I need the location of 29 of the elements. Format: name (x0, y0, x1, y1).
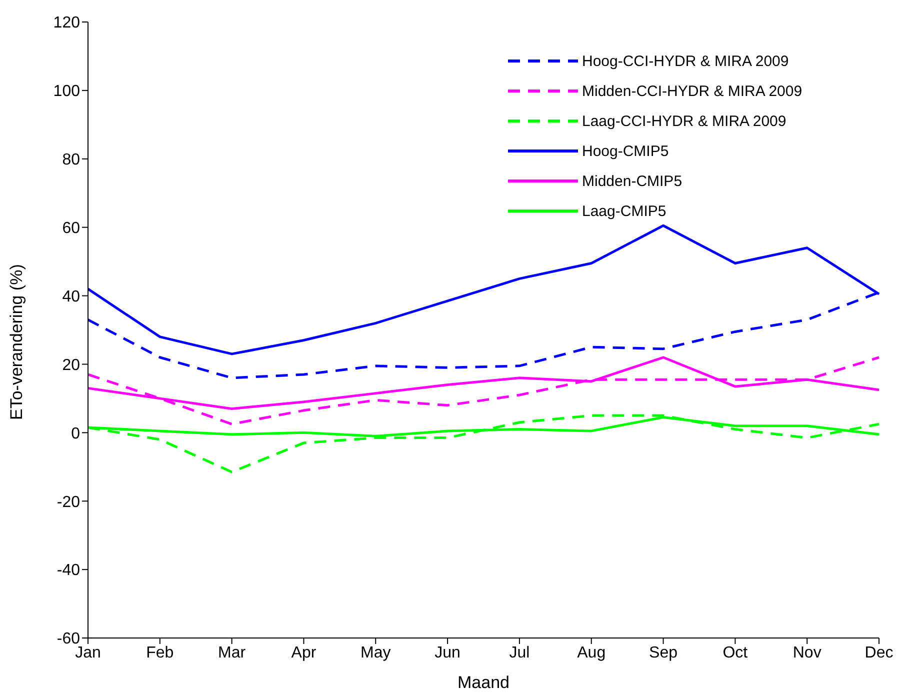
legend-label: Laag-CMIP5 (582, 202, 666, 220)
x-tick-label: Jun (434, 644, 460, 662)
x-tick-label: Sep (649, 644, 678, 662)
y-tick-label: 100 (53, 83, 80, 100)
x-tick-label: Oct (722, 644, 748, 662)
x-tick-label: Mar (218, 644, 246, 662)
x-tick-label: May (360, 644, 391, 662)
legend-label: Laag-CCI-HYDR & MIRA 2009 (582, 112, 786, 130)
y-tick-label: 20 (62, 356, 80, 374)
x-axis-title: Maand (458, 673, 510, 692)
x-tick-label: Aug (577, 644, 606, 662)
x-tick-label: Feb (146, 644, 174, 662)
x-tick-label: Dec (864, 644, 894, 662)
y-tick-label: 60 (62, 220, 80, 238)
legend-label: Hoog-CMIP5 (582, 142, 669, 160)
y-tick-label: 120 (53, 14, 80, 32)
y-axis-title: ETo-verandering (%) (7, 264, 26, 420)
legend-label: Midden-CMIP5 (582, 172, 682, 190)
x-tick-label: Apr (291, 644, 317, 662)
legend-label: Hoog-CCI-HYDR & MIRA 2009 (582, 52, 789, 70)
y-tick-label: 0 (71, 425, 80, 442)
x-tick-label: Jul (509, 644, 530, 662)
y-tick-label: 40 (62, 288, 80, 306)
y-tick-label: -40 (56, 562, 80, 580)
x-tick-label: Nov (792, 644, 822, 662)
y-tick-label: 80 (62, 152, 80, 169)
line-series (86, 356, 880, 426)
legend-label: Midden-CCI-HYDR & MIRA 2009 (582, 82, 802, 100)
y-tick-label: -20 (56, 494, 80, 511)
